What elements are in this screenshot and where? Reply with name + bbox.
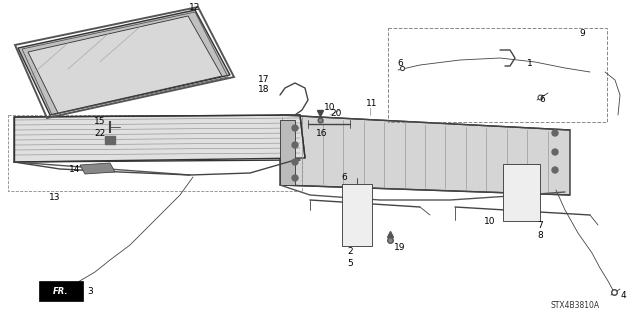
Circle shape (552, 149, 558, 155)
Polygon shape (18, 10, 230, 115)
Text: 14: 14 (69, 166, 81, 174)
Circle shape (552, 130, 558, 136)
FancyBboxPatch shape (503, 164, 540, 221)
Text: 3: 3 (87, 287, 93, 296)
Circle shape (552, 167, 558, 173)
Text: 7: 7 (537, 220, 543, 229)
FancyBboxPatch shape (39, 281, 83, 301)
Circle shape (292, 175, 298, 181)
Polygon shape (14, 115, 305, 162)
Text: 19: 19 (394, 243, 406, 253)
Text: 20: 20 (330, 108, 342, 117)
Text: 6: 6 (539, 95, 545, 105)
Text: 13: 13 (49, 194, 61, 203)
Text: 8: 8 (537, 232, 543, 241)
Bar (105, 136, 115, 144)
Text: 2: 2 (347, 248, 353, 256)
Text: STX4B3810A: STX4B3810A (551, 301, 600, 310)
Text: FR.: FR. (53, 286, 68, 295)
Circle shape (292, 125, 298, 131)
Text: 12: 12 (189, 4, 201, 12)
Circle shape (292, 159, 298, 165)
FancyBboxPatch shape (342, 184, 372, 246)
Text: 10: 10 (324, 102, 336, 112)
Text: 6: 6 (397, 60, 403, 69)
Text: 15: 15 (94, 117, 106, 127)
Polygon shape (280, 120, 295, 185)
Text: 9: 9 (579, 29, 585, 39)
Polygon shape (280, 115, 570, 195)
Polygon shape (80, 163, 115, 174)
Text: 22: 22 (94, 130, 106, 138)
Text: 1: 1 (527, 58, 533, 68)
Text: 16: 16 (316, 129, 328, 137)
Text: 4: 4 (620, 292, 626, 300)
Text: 5: 5 (347, 258, 353, 268)
Text: 11: 11 (366, 100, 378, 108)
Text: 18: 18 (259, 85, 269, 94)
Text: 17: 17 (259, 76, 269, 85)
Circle shape (292, 142, 298, 148)
Text: 6: 6 (341, 174, 347, 182)
Polygon shape (28, 16, 222, 113)
Text: 10: 10 (484, 218, 496, 226)
